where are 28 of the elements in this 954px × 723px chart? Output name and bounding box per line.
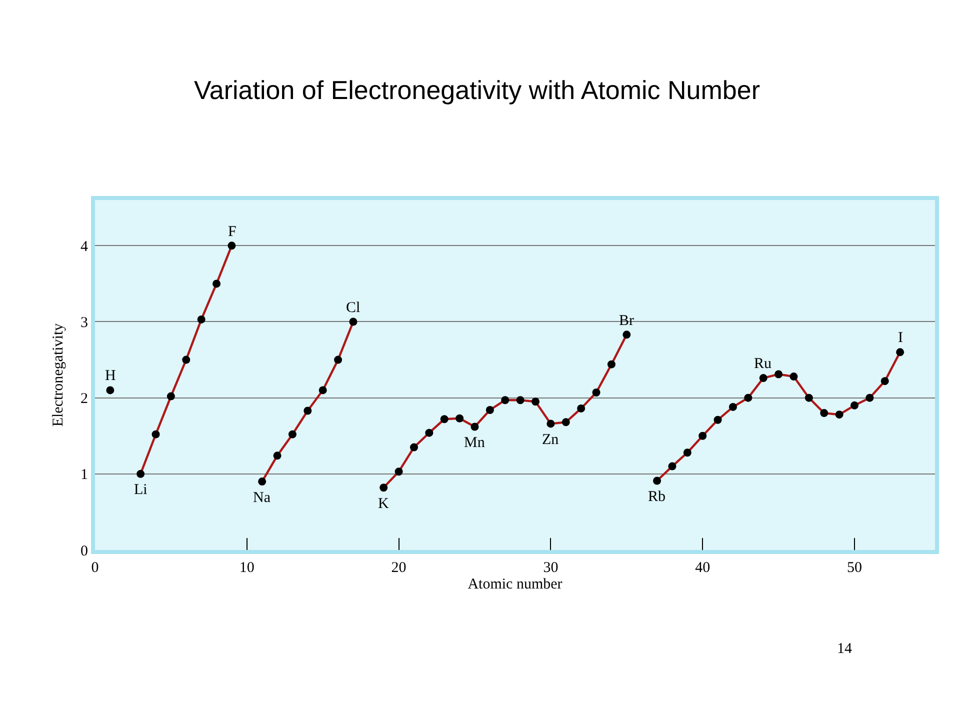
x-axis-title: Atomic number (468, 576, 562, 592)
point (106, 386, 114, 394)
annotation: Rb (648, 489, 666, 505)
annotation: Cl (346, 300, 360, 316)
annotation: F (228, 224, 236, 240)
annotation: Zn (542, 432, 560, 448)
text: 14 (837, 641, 852, 657)
y-tick-label: 0 (80, 543, 88, 560)
annotation: Na (253, 490, 271, 506)
annotation: Ru (754, 356, 772, 372)
y-tick-label: 1 (80, 467, 88, 484)
y-tick-label: 2 (80, 391, 88, 408)
annotation: Mn (464, 435, 486, 451)
annotation: H (105, 368, 116, 384)
chart-title: Variation of Electronegativity with Atomic Number (194, 75, 760, 106)
x-tick-label: 10 (239, 560, 254, 576)
x-tick-label: 30 (543, 560, 558, 576)
annotation: Li (134, 482, 148, 498)
y-tick-label: 3 (80, 314, 88, 331)
x-tick-label: 50 (846, 560, 862, 576)
x-tick-label: 20 (391, 560, 406, 576)
annotation: K (378, 496, 389, 512)
y-tick-label: 4 (80, 238, 88, 255)
annotation: Br (619, 313, 634, 329)
annotation: I (898, 330, 903, 346)
x-tick-label: 0 (91, 560, 99, 576)
y-axis-title: Electronegativity (50, 322, 66, 427)
x-tick-label: 40 (695, 560, 710, 576)
